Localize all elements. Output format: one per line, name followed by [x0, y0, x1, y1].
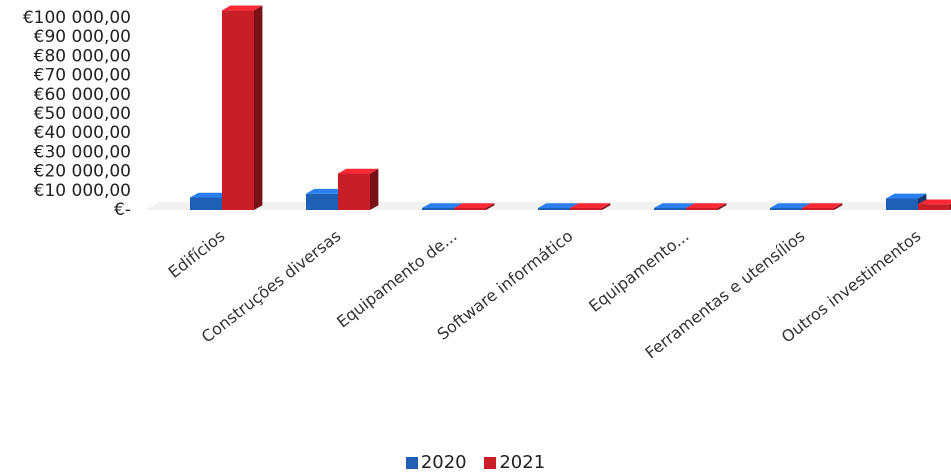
y-tick-label: €10 000,00: [34, 181, 131, 201]
bar-2021-1: [338, 168, 379, 210]
x-tick-label: Equipamento de...: [333, 226, 460, 331]
y-tick-label: €40 000,00: [34, 123, 131, 143]
x-tick-label: Edifícios: [165, 226, 229, 282]
y-tick-label: €20 000,00: [34, 162, 131, 182]
y-tick-label: €-: [114, 200, 131, 220]
y-tick-label: €70 000,00: [34, 66, 131, 86]
y-tick-label: €30 000,00: [34, 142, 131, 162]
x-tick-label: Equipamento...: [585, 226, 692, 316]
bar-2021-3: [570, 203, 611, 210]
legend-label-2021: 2021: [499, 452, 546, 473]
bar-2021-4: [686, 203, 727, 210]
y-tick-label: €90 000,00: [34, 27, 131, 47]
bar-2021-0: [222, 5, 263, 210]
legend-swatch-2021: [484, 456, 497, 469]
legend-label-2020: 2020: [420, 452, 467, 473]
legend-item-2021: 2021: [484, 452, 545, 473]
y-tick-label: €100 000,00: [23, 8, 131, 28]
legend-swatch-2020: [405, 456, 418, 469]
bar-chart: €-€10 000,00€20 000,00€30 000,00€40 000,…: [23, 5, 951, 362]
y-tick-label: €80 000,00: [34, 46, 131, 66]
legend-item-2020: 2020: [405, 452, 467, 473]
chart-legend: 2020 2021: [0, 452, 951, 474]
bar-2021-2: [454, 203, 495, 210]
y-tick-label: €60 000,00: [34, 85, 131, 105]
y-tick-label: €50 000,00: [34, 104, 131, 124]
bar-2021-5: [802, 203, 843, 210]
